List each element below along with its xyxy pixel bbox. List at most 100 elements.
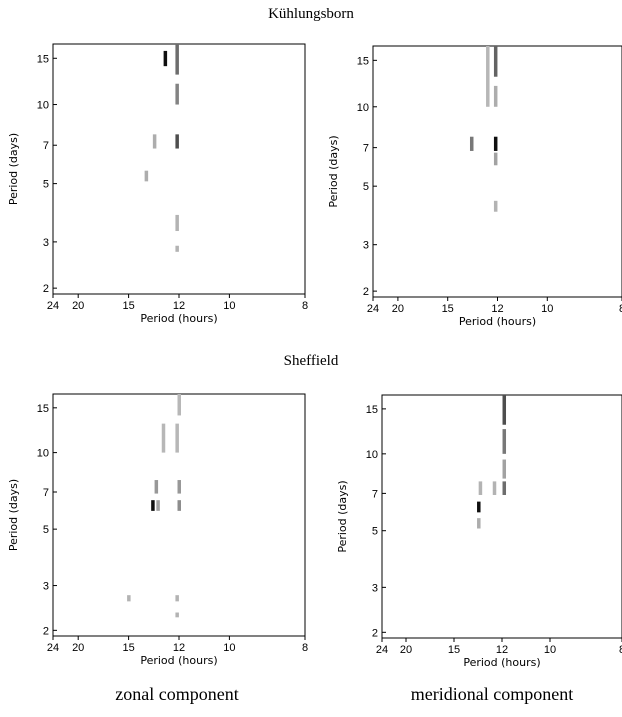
x-tick-label: 15 [122, 300, 134, 312]
x-tick-label: 10 [541, 303, 553, 315]
x-tick-label: 15 [442, 303, 454, 315]
chart-kuhlungsborn-meridional: 15 10 7 5 3 2 24 20 15 12 10 8 Period (hours) Period … [327, 45, 622, 328]
plot-frame [52, 43, 306, 295]
x-tick-label: 12 [173, 300, 185, 312]
x-tick-label: 12 [173, 642, 185, 654]
chart-sheffield-meridional: 15 10 7 5 3 2 24 20 15 12 10 8 Period (hours) Period … [336, 394, 622, 669]
heat-cell [493, 200, 498, 212]
heat-cell [175, 245, 179, 252]
heat-cell [175, 83, 179, 105]
x-tick-label: 24 [367, 303, 379, 315]
y-tick-label: 2 [43, 625, 49, 637]
y-axis-label: Period (days) [327, 135, 340, 207]
heat-cell [175, 612, 179, 618]
heat-cell [477, 501, 481, 513]
y-tick-label: 10 [37, 448, 49, 460]
heat-cell [469, 136, 474, 151]
y-tick-label: 7 [372, 488, 378, 500]
heat-cell [477, 518, 481, 529]
section-title-kuhlungsborn: Kühlungsborn [268, 6, 354, 22]
caption-zonal: zonal component [115, 684, 239, 704]
heat-cell [502, 429, 507, 454]
x-tick-label: 15 [122, 642, 134, 654]
heat-cell [493, 152, 498, 166]
x-tick-label: 24 [376, 644, 388, 656]
y-tick-label: 3 [43, 581, 49, 593]
y-tick-label: 7 [43, 140, 49, 152]
chart-sheffield-zonal: 15 10 7 5 3 2 24 20 15 12 10 8 Period (hours) Period … [7, 393, 308, 667]
y-tick-label: 5 [372, 526, 378, 538]
y-tick-label: 3 [363, 240, 369, 252]
y-tick-label: 3 [43, 237, 49, 249]
heat-cell [478, 481, 483, 495]
x-axis-label: Period (hours) [459, 315, 536, 328]
x-axis-label: Period (hours) [140, 654, 217, 667]
heat-cell [175, 44, 179, 75]
y-tick-label: 2 [363, 286, 369, 298]
heat-cell [177, 500, 181, 511]
y-tick-label: 7 [43, 487, 49, 499]
heat-cell [127, 595, 131, 602]
heat-cell [156, 500, 160, 511]
heat-cell [177, 480, 181, 494]
y-tick-label: 7 [363, 143, 369, 155]
y-tick-label: 10 [37, 100, 49, 112]
heat-cell [163, 50, 168, 67]
heat-cell [486, 46, 490, 107]
y-tick-label: 10 [357, 102, 369, 114]
y-tick-label: 15 [37, 53, 49, 65]
heat-cell [493, 46, 498, 77]
y-tick-label: 5 [43, 179, 49, 191]
y-tick-label: 5 [43, 524, 49, 536]
y-axis-label: Period (days) [7, 133, 20, 205]
y-tick-label: 15 [366, 404, 378, 416]
y-tick-label: 2 [372, 627, 378, 639]
heat-cell [175, 214, 179, 232]
heat-cell [492, 481, 497, 495]
heat-cell [151, 500, 155, 511]
x-tick-label: 8 [302, 300, 308, 312]
x-tick-label: 15 [448, 644, 460, 656]
heat-cell [152, 134, 157, 149]
section-title-sheffield: Sheffield [283, 353, 339, 369]
heat-cell [177, 394, 181, 416]
x-tick-label: 10 [223, 642, 235, 654]
plot-frame [372, 45, 622, 298]
x-tick-label: 24 [47, 642, 59, 654]
heat-cell [175, 595, 179, 602]
plot-frame [381, 394, 622, 639]
x-tick-label: 8 [619, 644, 622, 656]
x-axis-label: Period (hours) [463, 656, 540, 669]
x-tick-label: 20 [400, 644, 412, 656]
x-tick-label: 20 [72, 300, 84, 312]
heat-cell [493, 136, 498, 151]
x-tick-label: 20 [72, 642, 84, 654]
heat-cell [502, 395, 507, 425]
caption-meridional: meridional component [410, 684, 574, 704]
chart-kuhlungsborn-zonal: 15 10 7 5 3 2 24 20 15 12 10 8 Period (hours) Period … [7, 43, 308, 325]
plot-frame [52, 393, 306, 637]
heat-cell [154, 480, 159, 494]
y-tick-label: 15 [357, 55, 369, 67]
y-tick-label: 15 [37, 403, 49, 415]
y-axis-label: Period (days) [7, 479, 20, 551]
y-tick-label: 10 [366, 449, 378, 461]
x-axis-label: Period (hours) [140, 312, 217, 325]
heat-cell [502, 481, 507, 495]
heat-cell [144, 170, 149, 182]
x-tick-label: 20 [392, 303, 404, 315]
y-tick-label: 2 [43, 283, 49, 295]
heat-cell [175, 134, 179, 149]
y-tick-label: 3 [372, 582, 378, 594]
x-tick-label: 12 [491, 303, 503, 315]
heat-cell [493, 85, 498, 107]
y-tick-label: 5 [363, 181, 369, 193]
x-tick-label: 12 [496, 644, 508, 656]
x-tick-label: 8 [302, 642, 308, 654]
heat-cell [502, 459, 507, 479]
heat-cell [161, 423, 166, 453]
x-tick-label: 24 [47, 300, 59, 312]
y-axis-label: Period (days) [336, 480, 349, 552]
x-tick-label: 10 [223, 300, 235, 312]
